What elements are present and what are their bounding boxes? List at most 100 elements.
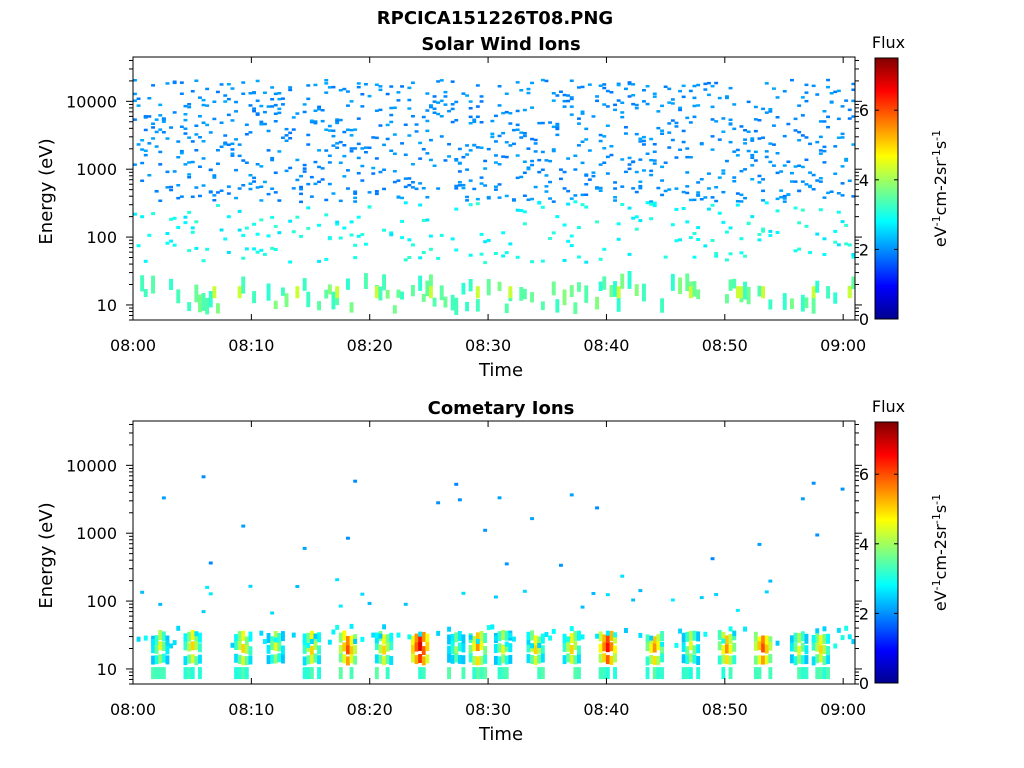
heatmap-cell bbox=[198, 667, 202, 680]
heatmap-cell bbox=[349, 667, 354, 680]
heatmap-cell bbox=[302, 110, 307, 114]
heatmap-cell bbox=[822, 253, 827, 256]
heatmap-cell bbox=[616, 83, 621, 87]
heatmap-cell bbox=[833, 229, 838, 233]
heatmap-cell bbox=[353, 243, 358, 247]
heatmap-cell bbox=[797, 247, 802, 251]
heatmap-cell bbox=[327, 237, 332, 241]
heatmap-cell bbox=[346, 278, 350, 290]
heatmap-cell bbox=[728, 123, 733, 126]
heatmap-cell bbox=[349, 150, 354, 153]
heatmap-cell bbox=[317, 180, 321, 184]
heatmap-cell bbox=[234, 138, 238, 141]
heatmap-cells bbox=[133, 78, 856, 315]
heatmap-cell bbox=[504, 110, 509, 114]
heatmap-cell bbox=[432, 107, 437, 110]
heatmap-cell bbox=[707, 172, 711, 175]
heatmap-cell bbox=[465, 195, 469, 199]
heatmap-cell bbox=[551, 148, 556, 151]
heatmap-cell bbox=[338, 604, 343, 608]
heatmap-cell bbox=[219, 121, 224, 124]
heatmap-cell bbox=[764, 82, 769, 85]
heatmap-cell bbox=[790, 642, 794, 652]
heatmap-cell bbox=[378, 633, 383, 639]
heatmap-cell bbox=[223, 100, 228, 103]
heatmap-cell bbox=[688, 89, 693, 93]
heatmap-cell bbox=[822, 237, 827, 241]
heatmap-cell bbox=[721, 220, 726, 224]
heatmap-cell bbox=[255, 250, 260, 254]
heatmap-cell bbox=[165, 655, 170, 665]
heatmap-cell bbox=[335, 578, 340, 582]
heatmap-cell bbox=[353, 192, 358, 195]
heatmap-cell bbox=[382, 187, 386, 191]
heatmap-cell bbox=[234, 667, 238, 680]
heatmap-cell bbox=[494, 635, 498, 641]
heatmap-cell bbox=[360, 164, 365, 168]
heatmap-cell bbox=[764, 655, 769, 665]
colorbar-tick-label: 4 bbox=[859, 535, 869, 554]
heatmap-cell bbox=[457, 498, 462, 502]
heatmap-cell bbox=[237, 631, 242, 642]
heatmap-cell bbox=[584, 174, 589, 177]
heatmap-cell bbox=[154, 667, 159, 680]
heatmap-cell bbox=[804, 633, 809, 644]
heatmap-cell bbox=[761, 643, 765, 653]
heatmap-cell bbox=[273, 300, 278, 310]
heatmap-cell bbox=[844, 99, 849, 102]
heatmap-cell bbox=[519, 175, 524, 179]
heatmap-cell bbox=[475, 197, 480, 201]
heatmap-cell bbox=[649, 636, 654, 647]
heatmap-cell bbox=[309, 654, 314, 664]
heatmap-cell bbox=[530, 81, 534, 85]
heatmap-cell bbox=[530, 655, 534, 664]
heatmap-cell bbox=[522, 160, 527, 163]
heatmap-cell bbox=[627, 271, 632, 289]
heatmap-cell bbox=[392, 133, 397, 136]
heatmap-cell bbox=[179, 125, 184, 128]
heatmap-cell bbox=[548, 635, 552, 641]
heatmap-cell bbox=[533, 645, 538, 655]
heatmap-cell bbox=[501, 629, 506, 640]
panel-1: 08:00 08:10 08:20 08:30 08:40 08:50 09:0010100… bbox=[36, 33, 950, 381]
heatmap-cell bbox=[465, 199, 469, 202]
heatmap-cell bbox=[515, 128, 520, 131]
heatmap-cell bbox=[219, 83, 224, 86]
heatmap-cell bbox=[504, 251, 509, 255]
heatmap-cell bbox=[540, 150, 545, 154]
heatmap-cell bbox=[450, 80, 455, 83]
heatmap-cell bbox=[840, 635, 845, 641]
heatmap-cell bbox=[598, 257, 603, 261]
heatmap-cell bbox=[772, 124, 776, 127]
heatmap-cell bbox=[624, 132, 628, 135]
heatmap-cell bbox=[447, 143, 451, 146]
heatmap-cell bbox=[392, 152, 397, 155]
heatmap-cell bbox=[425, 642, 430, 652]
heatmap-cell bbox=[270, 641, 275, 650]
heatmap-cell bbox=[544, 79, 549, 83]
heatmap-cell bbox=[346, 536, 350, 540]
heatmap-cell bbox=[761, 286, 765, 299]
heatmap-cell bbox=[212, 194, 217, 197]
heatmap-cell bbox=[432, 297, 437, 307]
heatmap-cell bbox=[356, 117, 361, 120]
heatmap-cell bbox=[530, 137, 534, 141]
heatmap-cell bbox=[757, 655, 762, 665]
heatmap-cell bbox=[613, 653, 617, 663]
heatmap-cell bbox=[685, 273, 690, 292]
heatmap-cell bbox=[808, 142, 812, 146]
heatmap-cell bbox=[692, 281, 697, 297]
heatmap-cell bbox=[374, 190, 379, 193]
heatmap-cell bbox=[306, 667, 311, 680]
heatmap-cell bbox=[840, 165, 845, 168]
heatmap-cell bbox=[169, 278, 173, 290]
heatmap-cell bbox=[360, 105, 365, 108]
heatmap-cell bbox=[252, 222, 256, 226]
heatmap-cell bbox=[252, 107, 256, 110]
heatmap-cell bbox=[133, 92, 137, 96]
heatmap-cell bbox=[649, 655, 654, 664]
heatmap-cell bbox=[407, 256, 412, 259]
heatmap-cell bbox=[266, 192, 271, 196]
heatmap-cell bbox=[768, 654, 773, 663]
heatmap-cell bbox=[327, 86, 332, 89]
